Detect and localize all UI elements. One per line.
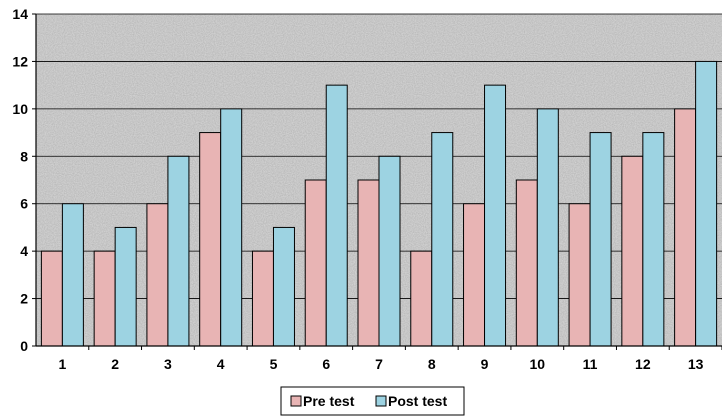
legend: Pre test Post test [280, 386, 465, 416]
y-axis-ticks: 0 2 4 6 8 10 12 14 [12, 6, 36, 354]
bar-post-test [642, 132, 665, 347]
bar-pre-test [357, 179, 380, 347]
bars [40, 60, 718, 347]
x-tick-label: 13 [688, 356, 704, 372]
bar-post-test [325, 84, 348, 347]
y-tick-label: 14 [12, 6, 28, 22]
x-tick-label: 10 [530, 356, 546, 372]
x-tick-label: 6 [322, 356, 330, 372]
bar-pre-test [410, 250, 433, 347]
bar-pre-test [304, 179, 327, 347]
x-tick-label: 12 [635, 356, 651, 372]
x-tick-label: 9 [481, 356, 489, 372]
bar-pre-test [146, 203, 169, 347]
y-tick-label: 10 [12, 101, 28, 117]
bar-post-test [431, 132, 454, 347]
y-tick-label: 4 [20, 243, 28, 259]
x-tick-label: 4 [217, 356, 225, 372]
bar-post-test [378, 155, 401, 347]
bar-post-test [536, 108, 559, 347]
x-tick-label: 2 [111, 356, 119, 372]
legend-swatch-pre-test [290, 395, 302, 407]
bar-pre-test [674, 108, 697, 347]
y-tick-label: 6 [20, 196, 28, 212]
bar-post-test [114, 226, 137, 347]
bar-post-test [272, 226, 295, 347]
bar-pre-test [463, 203, 486, 347]
x-tick-label: 11 [583, 356, 598, 372]
x-tick-label: 5 [270, 356, 278, 372]
y-tick-label: 2 [20, 291, 28, 307]
bar-post-test [167, 155, 190, 347]
bar-post-test [589, 132, 612, 347]
legend-label-post-test: Post test [388, 393, 447, 409]
y-tick-label: 12 [12, 53, 28, 69]
y-tick-label: 0 [20, 338, 28, 354]
bar-post-test [695, 60, 718, 347]
bar-pre-test [515, 179, 538, 347]
plot-area [35, 13, 722, 347]
x-tick-label: 7 [375, 356, 383, 372]
x-tick-label: 8 [428, 356, 436, 372]
bar-pre-test [40, 250, 63, 347]
legend-label-pre-test: Pre test [303, 393, 355, 409]
x-tick-label: 3 [164, 356, 172, 372]
bar-pre-test [568, 203, 591, 347]
legend-box [280, 386, 465, 416]
bar-pre-test [93, 250, 116, 347]
legend-swatch-post-test [375, 395, 387, 407]
bar-post-test [220, 108, 243, 347]
x-tick-label: 1 [58, 356, 66, 372]
bar-post-test [61, 203, 84, 347]
x-axis-ticks: 1 2 3 4 5 6 7 8 9 10 11 12 13 [58, 346, 722, 372]
y-tick-label: 8 [20, 148, 28, 164]
bar-pre-test [199, 132, 222, 347]
bar-pre-test [621, 155, 644, 347]
bar-post-test [484, 84, 507, 347]
bar-pre-test [251, 250, 274, 347]
